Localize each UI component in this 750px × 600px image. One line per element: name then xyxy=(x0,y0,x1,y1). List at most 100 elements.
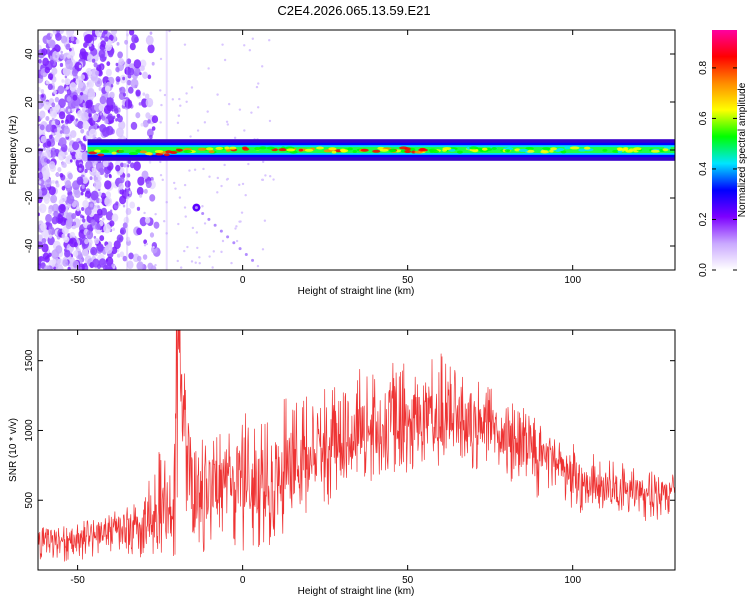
noise-blob xyxy=(104,36,109,42)
noise-blob xyxy=(139,72,142,76)
noise-blob xyxy=(64,249,71,258)
carrier-hotspot xyxy=(331,150,337,154)
carrier-hotspot xyxy=(215,146,224,150)
carrier-hotspot xyxy=(389,149,397,153)
noise-blob xyxy=(42,57,49,66)
noise-dot xyxy=(194,261,197,264)
spectrogram-heatmap xyxy=(38,30,675,270)
noise-blob xyxy=(41,94,45,98)
secondary-trace-dot xyxy=(219,229,223,233)
carrier-hotspot xyxy=(328,147,337,151)
noise-blob xyxy=(50,110,58,119)
noise-blob xyxy=(93,123,99,130)
noise-blob xyxy=(70,130,77,138)
noise-blob xyxy=(55,172,60,177)
noise-blob xyxy=(108,173,112,177)
noise-blob xyxy=(91,167,96,173)
noise-blob xyxy=(126,33,129,37)
noise-dot xyxy=(206,110,209,113)
noise-dot xyxy=(186,245,189,249)
noise-blob xyxy=(38,138,41,144)
noise-blob xyxy=(101,115,106,121)
noise-blob xyxy=(55,55,58,59)
noise-blob xyxy=(78,167,82,171)
secondary-trace-dot xyxy=(207,217,211,221)
noise-blob xyxy=(58,199,64,206)
noise-blob xyxy=(130,78,139,89)
noise-blob xyxy=(147,262,154,270)
noise-dot xyxy=(250,111,253,114)
noise-blob xyxy=(84,190,92,199)
noise-blob xyxy=(54,96,60,103)
spectrogram-y-tick-label: -20 xyxy=(24,190,35,205)
noise-dot xyxy=(216,191,219,194)
noise-dot xyxy=(184,215,187,218)
noise-blob xyxy=(84,206,92,216)
noise-dot xyxy=(211,266,214,269)
secondary-trace-dot xyxy=(244,253,248,257)
noise-blob xyxy=(60,50,63,54)
noise-dot xyxy=(190,86,194,89)
noise-blob xyxy=(112,227,116,232)
spectrogram-x-axis-label: Height of straight line (km) xyxy=(298,286,415,297)
noise-blob xyxy=(115,127,124,138)
noise-blob xyxy=(58,98,66,108)
noise-blob xyxy=(54,43,60,50)
noise-blob xyxy=(135,112,141,119)
noise-blob xyxy=(51,249,60,260)
noise-blob xyxy=(90,73,99,83)
carrier-hotspot xyxy=(97,153,105,157)
noise-blob xyxy=(71,68,78,77)
noise-blob xyxy=(80,128,85,134)
noise-blob xyxy=(153,221,160,229)
noise-dot xyxy=(179,104,182,107)
noise-blob xyxy=(122,92,127,97)
carrier-hotspot xyxy=(428,148,438,152)
noise-blob xyxy=(69,159,73,163)
noise-blob xyxy=(143,188,148,194)
spectrogram-x-tick-label: 100 xyxy=(564,275,581,286)
noise-dot xyxy=(171,98,175,101)
noise-blob xyxy=(41,243,49,253)
noise-dot xyxy=(247,162,250,166)
secondary-trace-dot xyxy=(238,247,242,251)
noise-blob xyxy=(67,108,71,112)
noise-blob xyxy=(129,162,135,169)
secondary-trace-dot xyxy=(251,258,255,262)
noise-blob xyxy=(88,128,97,139)
colorbar: 0.0 0.2 0.4 0.6 0.8 Normalized spectral ampl… xyxy=(698,30,748,277)
noise-blob xyxy=(46,159,51,164)
noise-dot xyxy=(196,246,199,250)
noise-dot xyxy=(178,196,182,199)
carrier-hotspot xyxy=(556,148,565,152)
noise-blob xyxy=(129,42,136,51)
noise-blob xyxy=(82,218,86,223)
noise-blob xyxy=(55,183,60,188)
noise-dot xyxy=(220,184,223,188)
noise-blob xyxy=(142,254,148,260)
noise-blob xyxy=(90,190,99,201)
noise-blob xyxy=(43,101,51,111)
spectrogram-x-tick-label: -50 xyxy=(70,275,85,286)
noise-blob xyxy=(43,265,51,270)
noise-blob xyxy=(38,203,47,214)
noise-blob xyxy=(66,30,74,38)
noise-blob xyxy=(71,47,74,51)
noise-dot xyxy=(263,219,267,222)
noise-blob xyxy=(84,168,88,173)
noise-dot xyxy=(147,35,151,38)
noise-blob xyxy=(38,129,43,135)
noise-blob xyxy=(142,92,146,96)
noise-blob xyxy=(45,124,53,133)
noise-blob xyxy=(145,35,154,46)
noise-dot xyxy=(201,205,204,208)
noise-blob xyxy=(65,59,73,70)
carrier-hotspot xyxy=(622,147,629,151)
noise-blob xyxy=(39,74,44,80)
noise-blob xyxy=(116,253,121,258)
noise-blob xyxy=(38,172,44,180)
noise-blob xyxy=(116,42,120,46)
noise-blob xyxy=(71,212,77,220)
carrier-hotspot xyxy=(347,147,353,151)
noise-dot xyxy=(221,43,224,46)
